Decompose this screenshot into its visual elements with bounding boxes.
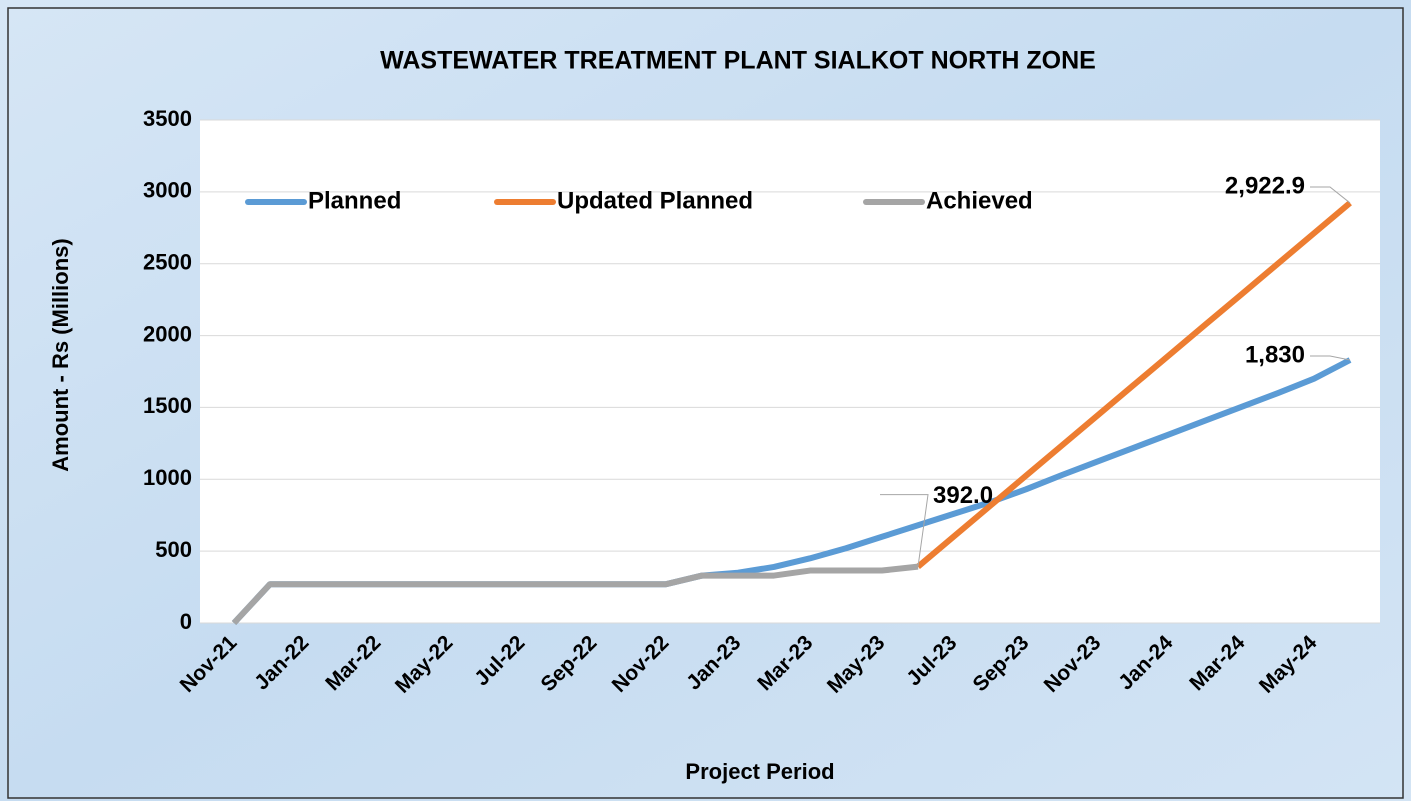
y-tick-label: 3500	[143, 106, 192, 131]
data-label: 1,830	[1245, 341, 1305, 368]
y-tick-label: 1000	[143, 465, 192, 490]
legend-label: Updated Planned	[557, 187, 753, 214]
series-line	[916, 200, 1352, 569]
y-tick-label: 0	[180, 609, 192, 634]
chart-border	[7, 7, 1404, 799]
y-tick-label: 2500	[143, 250, 192, 275]
x-axis-title: Project Period	[685, 759, 834, 784]
plot-area	[200, 120, 1380, 623]
chart-title: WASTEWATER TREATMENT PLANT SIALKOT NORTH…	[380, 47, 1096, 75]
y-tick-label: 1500	[143, 393, 192, 418]
data-label: 2,922.9	[1225, 172, 1305, 199]
leader-line	[1310, 186, 1351, 204]
legend-label: Planned	[308, 187, 401, 214]
leader-line	[1310, 355, 1351, 361]
y-tick-label: 3000	[143, 178, 192, 203]
y-tick-label: 2000	[143, 321, 192, 346]
legend-label: Achieved	[926, 187, 1033, 214]
y-axis-title: Amount - Rs (Millions)	[48, 238, 73, 471]
data-label: 392.0	[933, 482, 993, 509]
series-line	[231, 563, 919, 626]
y-tick-label: 500	[155, 537, 192, 562]
leader-line	[880, 494, 929, 567]
